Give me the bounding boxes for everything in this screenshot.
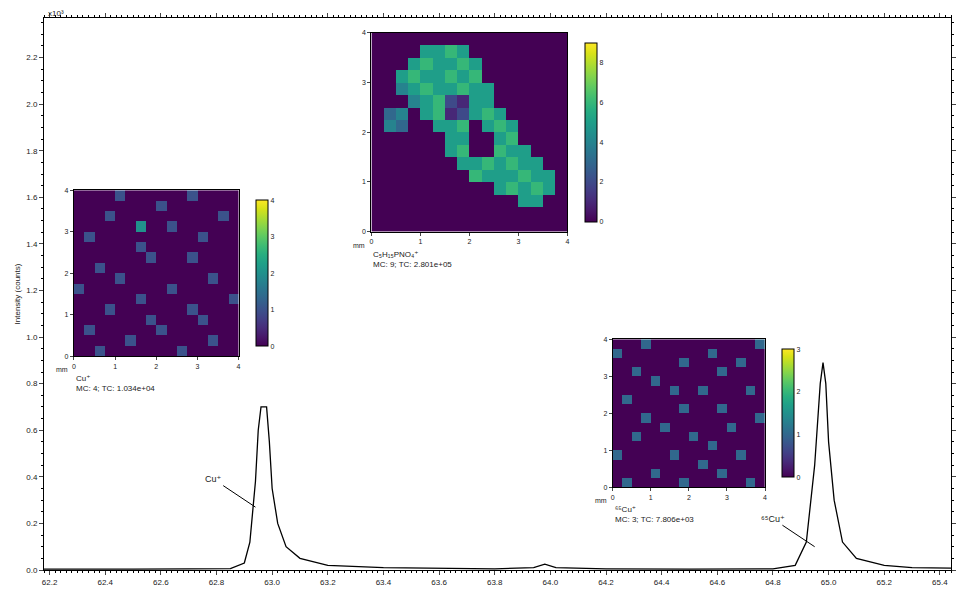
svg-text:Cu⁺: Cu⁺: [205, 474, 222, 484]
svg-text:x10³: x10³: [48, 9, 64, 18]
svg-text:1: 1: [270, 306, 274, 313]
svg-text:2: 2: [467, 238, 471, 245]
svg-text:⁶⁵Cu⁺MC: 3; TC: 7.806e+03: ⁶⁵Cu⁺MC: 3; TC: 7.806e+03: [615, 505, 694, 524]
svg-text:1: 1: [796, 431, 800, 438]
svg-text:64.8: 64.8: [765, 578, 781, 587]
svg-text:0: 0: [270, 343, 274, 350]
svg-text:0: 0: [611, 494, 615, 501]
svg-text:1: 1: [65, 311, 69, 318]
svg-text:0: 0: [362, 228, 366, 235]
svg-text:0.4: 0.4: [26, 473, 38, 482]
svg-text:3: 3: [195, 363, 199, 370]
svg-text:63.0: 63.0: [264, 578, 280, 587]
svg-text:⁶⁵Cu⁺: ⁶⁵Cu⁺: [761, 514, 785, 524]
svg-text:2: 2: [603, 410, 607, 417]
svg-text:C₅H₁₅PNO₄⁺MC: 9; TC: 2.801e+05: C₅H₁₅PNO₄⁺MC: 9; TC: 2.801e+05: [373, 250, 452, 269]
svg-text:1.2: 1.2: [26, 286, 38, 295]
svg-text:0: 0: [599, 218, 603, 225]
svg-text:1: 1: [649, 494, 653, 501]
svg-text:62.8: 62.8: [209, 578, 225, 587]
svg-text:mm: mm: [56, 366, 68, 373]
svg-text:2: 2: [270, 270, 274, 277]
svg-text:65.4: 65.4: [932, 578, 948, 587]
svg-text:0.2: 0.2: [26, 519, 38, 528]
svg-text:1.6: 1.6: [26, 193, 38, 202]
svg-text:1.0: 1.0: [26, 333, 38, 342]
svg-text:1: 1: [362, 178, 366, 185]
svg-text:2.0: 2.0: [26, 100, 38, 109]
svg-text:3: 3: [270, 233, 274, 240]
svg-text:64.2: 64.2: [598, 578, 614, 587]
svg-text:6: 6: [599, 99, 603, 106]
svg-text:2: 2: [362, 129, 366, 136]
svg-text:1: 1: [418, 238, 422, 245]
svg-text:8: 8: [599, 59, 603, 66]
svg-text:4: 4: [599, 139, 603, 146]
svg-text:mm: mm: [595, 497, 607, 504]
svg-text:64.4: 64.4: [654, 578, 670, 587]
svg-text:3: 3: [65, 228, 69, 235]
svg-text:64.6: 64.6: [710, 578, 726, 587]
svg-text:Intensity (counts): Intensity (counts): [13, 263, 22, 324]
svg-text:3: 3: [725, 494, 729, 501]
svg-text:3: 3: [796, 346, 800, 353]
svg-text:63.4: 63.4: [376, 578, 392, 587]
svg-text:mm: mm: [353, 242, 365, 249]
svg-text:62.4: 62.4: [97, 578, 113, 587]
svg-text:1.4: 1.4: [26, 240, 38, 249]
svg-text:64.0: 64.0: [543, 578, 559, 587]
svg-text:0: 0: [796, 474, 800, 481]
svg-text:63.2: 63.2: [320, 578, 336, 587]
svg-text:63.6: 63.6: [431, 578, 447, 587]
svg-text:2: 2: [796, 388, 800, 395]
svg-text:3: 3: [362, 79, 366, 86]
svg-text:Cu⁺MC: 4; TC: 1.034e+04: Cu⁺MC: 4; TC: 1.034e+04: [76, 374, 155, 393]
svg-text:4: 4: [237, 363, 241, 370]
svg-text:2: 2: [599, 178, 603, 185]
svg-text:1: 1: [603, 447, 607, 454]
svg-text:0.8: 0.8: [26, 379, 38, 388]
svg-text:62.2: 62.2: [42, 578, 58, 587]
svg-text:4: 4: [603, 336, 607, 343]
svg-text:4: 4: [65, 187, 69, 194]
svg-text:2.2: 2.2: [26, 53, 38, 62]
svg-text:65.2: 65.2: [876, 578, 892, 587]
svg-text:0: 0: [603, 484, 607, 491]
svg-text:0.0: 0.0: [26, 566, 38, 575]
svg-text:65.0: 65.0: [821, 578, 837, 587]
svg-text:0: 0: [369, 238, 373, 245]
svg-text:2: 2: [687, 494, 691, 501]
svg-text:63.8: 63.8: [487, 578, 503, 587]
svg-text:2: 2: [65, 270, 69, 277]
svg-text:3: 3: [603, 373, 607, 380]
svg-text:4: 4: [565, 238, 569, 245]
svg-text:3: 3: [516, 238, 520, 245]
svg-text:0: 0: [72, 363, 76, 370]
svg-text:4: 4: [270, 197, 274, 204]
svg-text:62.6: 62.6: [153, 578, 169, 587]
svg-text:0: 0: [65, 353, 69, 360]
svg-text:4: 4: [763, 494, 767, 501]
svg-text:1.8: 1.8: [26, 147, 38, 156]
svg-text:0.6: 0.6: [26, 426, 38, 435]
svg-text:1: 1: [113, 363, 117, 370]
svg-text:4: 4: [362, 29, 366, 36]
svg-text:2: 2: [154, 363, 158, 370]
